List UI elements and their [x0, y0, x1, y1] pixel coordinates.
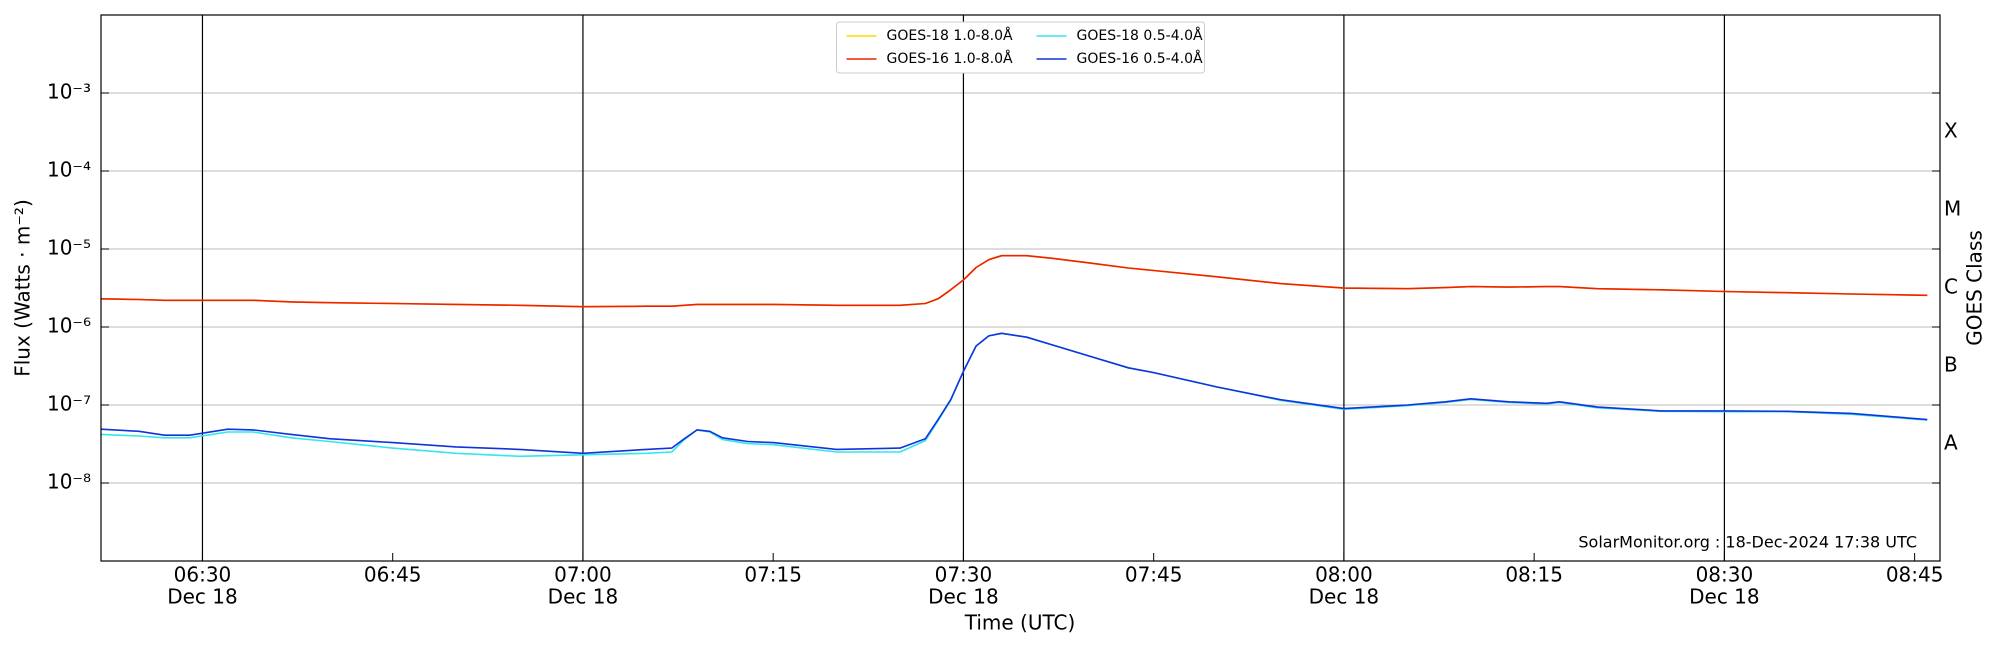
x-tick-sublabel: Dec 18	[167, 585, 238, 609]
x-tick-label: 08:00	[1315, 563, 1373, 587]
x-tick-label: 08:30	[1696, 563, 1754, 587]
x-tick-sublabel: Dec 18	[928, 585, 999, 609]
x-tick-sublabel: Dec 18	[1689, 585, 1760, 609]
y-tick-label: 10⁻⁴	[47, 158, 91, 182]
annotation: SolarMonitor.org : 18-Dec-2024 17:38 UTC	[1578, 533, 1917, 552]
y-tick-label: 10⁻³	[47, 80, 91, 104]
legend-label: GOES-18 1.0-8.0Å	[887, 27, 1013, 44]
x-tick-sublabel: Dec 18	[548, 585, 619, 609]
y-tick-label: 10⁻⁵	[47, 236, 91, 260]
y-tick-label: 10⁻⁷	[47, 392, 91, 416]
x-tick-label: 08:45	[1886, 563, 1944, 587]
lines	[100, 254, 1928, 458]
series-line	[100, 332, 1928, 455]
y2-tick-label: B	[1944, 353, 1958, 377]
x-tick-label: 07:15	[744, 563, 802, 587]
legend: GOES-18 1.0-8.0Å GOES-16 1.0-8.0Å GOES-18 …	[836, 21, 1205, 74]
y2-tick-label: C	[1944, 275, 1958, 299]
y-tick-label: 10⁻⁶	[47, 314, 91, 338]
x-tick-label: 08:15	[1505, 563, 1563, 587]
legend-label: GOES-16 0.5-4.0Å	[1077, 50, 1203, 67]
y2-tick-label: X	[1944, 119, 1958, 143]
legend-label: GOES-16 1.0-8.0Å	[887, 50, 1013, 67]
x-tick-label: 07:45	[1125, 563, 1183, 587]
grid	[101, 15, 1940, 561]
x-tick-label: 06:45	[364, 563, 422, 587]
y-tick-label: 10⁻⁸	[47, 470, 91, 494]
legend-box	[836, 21, 1205, 74]
x-tick-label: 07:00	[554, 563, 612, 587]
x-tick-label: 07:30	[935, 563, 993, 587]
x-tick-sublabel: Dec 18	[1309, 585, 1380, 609]
y2-axis-label: GOES Class	[1963, 230, 1987, 346]
y2-tick-label: M	[1944, 197, 1961, 221]
x-tick-label: 06:30	[174, 563, 232, 587]
legend-label: GOES-18 0.5-4.0Å	[1077, 27, 1203, 44]
plot-frame	[100, 14, 1941, 562]
y-axis-label: Flux (Watts · m⁻²)	[11, 199, 35, 377]
x-axis-label: Time (UTC)	[964, 611, 1076, 635]
series-line	[100, 254, 1928, 308]
y2-tick-label: A	[1944, 431, 1958, 455]
